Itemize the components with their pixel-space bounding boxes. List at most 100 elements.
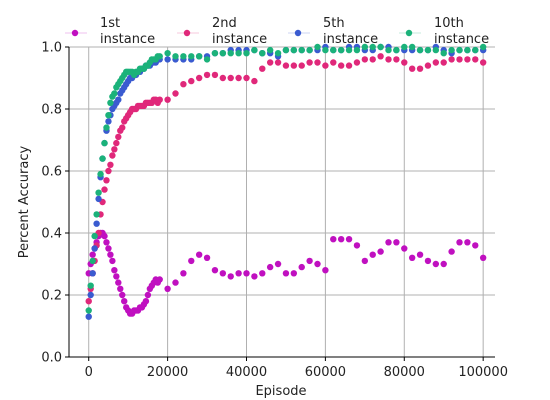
data-point bbox=[345, 46, 353, 54]
data-point bbox=[227, 50, 234, 57]
data-point bbox=[117, 285, 124, 292]
data-point bbox=[385, 46, 392, 54]
data-point bbox=[156, 276, 163, 283]
plot-points bbox=[85, 43, 487, 320]
data-point bbox=[322, 46, 329, 54]
data-point bbox=[440, 260, 447, 268]
data-point bbox=[259, 270, 266, 277]
y-tick-label: 0.2 bbox=[41, 289, 62, 304]
data-point bbox=[266, 46, 274, 54]
data-point bbox=[85, 298, 92, 305]
legend-marker bbox=[183, 29, 191, 37]
data-point bbox=[306, 59, 313, 66]
data-point bbox=[361, 43, 369, 51]
data-point bbox=[448, 56, 455, 63]
data-point bbox=[115, 133, 122, 141]
data-point bbox=[119, 124, 126, 131]
data-point bbox=[432, 59, 440, 66]
data-point bbox=[251, 77, 258, 85]
data-point bbox=[144, 291, 152, 299]
series-4 bbox=[85, 43, 487, 314]
data-point bbox=[164, 285, 171, 292]
data-point bbox=[424, 257, 432, 265]
data-point bbox=[322, 62, 329, 69]
data-point bbox=[219, 270, 227, 277]
data-point bbox=[330, 236, 337, 243]
data-point bbox=[103, 124, 110, 131]
y-tick-label: 0.0 bbox=[41, 351, 62, 366]
data-point bbox=[314, 59, 321, 66]
data-point bbox=[91, 232, 98, 240]
data-point bbox=[227, 74, 234, 82]
data-point bbox=[432, 46, 440, 54]
data-point bbox=[180, 270, 187, 277]
data-point bbox=[164, 50, 171, 57]
data-point bbox=[361, 56, 369, 63]
data-point bbox=[97, 170, 104, 178]
data-point bbox=[369, 251, 376, 258]
data-point bbox=[274, 50, 282, 57]
data-point bbox=[377, 43, 384, 51]
data-point bbox=[282, 46, 290, 54]
data-point bbox=[361, 257, 369, 265]
data-point bbox=[93, 211, 100, 218]
legend-marker bbox=[71, 29, 79, 37]
data-point bbox=[99, 155, 106, 162]
data-point bbox=[282, 62, 290, 69]
data-point bbox=[211, 71, 219, 79]
data-point bbox=[472, 46, 479, 54]
data-point bbox=[211, 50, 219, 57]
data-point bbox=[369, 43, 376, 51]
data-point bbox=[266, 59, 274, 66]
y-tick-label: 0.8 bbox=[41, 103, 62, 118]
data-point bbox=[85, 313, 92, 320]
data-point bbox=[103, 177, 110, 184]
data-point bbox=[464, 239, 471, 246]
data-point bbox=[424, 62, 432, 69]
data-point bbox=[203, 56, 211, 63]
legend: 1stinstance2ndinstance5thinstance10thins… bbox=[65, 16, 489, 47]
data-point bbox=[472, 242, 479, 249]
data-point bbox=[113, 273, 120, 280]
series-2 bbox=[85, 53, 487, 305]
data-point bbox=[337, 62, 345, 69]
data-point bbox=[440, 59, 447, 66]
legend-label: instance bbox=[100, 32, 155, 47]
series-1 bbox=[85, 229, 487, 317]
data-point bbox=[91, 245, 98, 252]
data-point bbox=[188, 53, 195, 60]
data-point bbox=[89, 251, 96, 258]
data-point bbox=[85, 307, 92, 314]
data-point bbox=[111, 267, 118, 274]
data-point bbox=[385, 56, 392, 63]
data-point bbox=[164, 96, 171, 103]
data-point bbox=[172, 279, 179, 286]
data-point bbox=[243, 74, 250, 82]
data-point bbox=[330, 59, 337, 66]
legend-label: 2nd bbox=[212, 16, 237, 31]
data-point bbox=[105, 167, 112, 175]
data-point bbox=[456, 56, 463, 63]
data-point bbox=[298, 46, 305, 54]
data-point bbox=[115, 96, 122, 103]
data-point bbox=[432, 260, 440, 268]
x-tick-label: 60000 bbox=[305, 365, 346, 380]
legend-label: 10th bbox=[434, 16, 464, 31]
data-point bbox=[203, 254, 211, 261]
tick-labels: 0 20000 40000 60000 80000 100000 0.0 0.2 0.4 0.6 0… bbox=[41, 41, 508, 381]
x-tick-label: 40000 bbox=[226, 365, 267, 380]
data-point bbox=[119, 291, 126, 299]
data-point bbox=[101, 186, 108, 193]
data-point bbox=[416, 46, 424, 54]
data-point bbox=[107, 99, 114, 107]
data-point bbox=[298, 263, 305, 271]
data-point bbox=[377, 53, 384, 60]
data-point bbox=[408, 254, 416, 261]
data-point bbox=[266, 263, 274, 271]
data-point bbox=[464, 46, 471, 54]
data-point bbox=[353, 59, 361, 66]
data-point bbox=[180, 53, 187, 60]
data-point bbox=[259, 50, 266, 57]
data-point bbox=[337, 46, 345, 54]
data-point bbox=[353, 242, 361, 249]
